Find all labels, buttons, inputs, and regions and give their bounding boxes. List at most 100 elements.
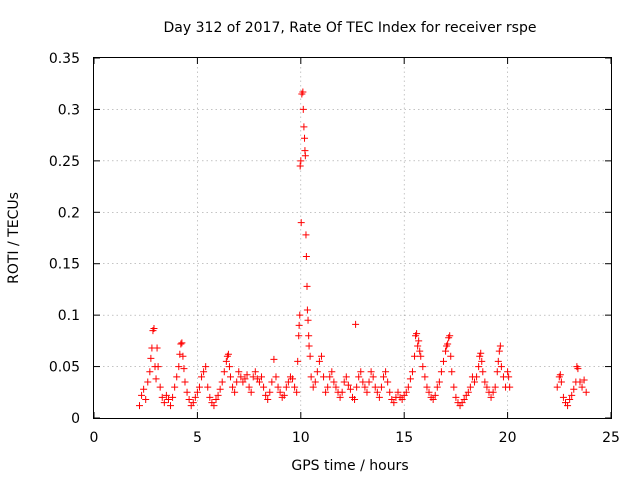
data-point bbox=[497, 363, 505, 371]
data-point bbox=[448, 368, 456, 376]
data-point bbox=[147, 354, 155, 362]
data-point bbox=[373, 388, 381, 396]
y-tick-label: 0.15 bbox=[49, 257, 80, 273]
data-point bbox=[247, 388, 255, 396]
data-point bbox=[332, 383, 340, 391]
data-point bbox=[193, 388, 201, 396]
data-point bbox=[241, 375, 249, 383]
data-point bbox=[200, 368, 208, 376]
data-point bbox=[171, 383, 179, 391]
data-point bbox=[578, 383, 586, 391]
data-point bbox=[330, 378, 338, 386]
data-point bbox=[302, 253, 310, 261]
data-point bbox=[231, 388, 239, 396]
data-point bbox=[179, 352, 187, 360]
x-tick-label: 5 bbox=[193, 430, 202, 446]
data-point bbox=[375, 393, 383, 401]
y-axis-label: ROTI / TECUs bbox=[6, 192, 22, 284]
data-point bbox=[352, 320, 360, 328]
data-point bbox=[212, 395, 220, 403]
data-point bbox=[204, 383, 212, 391]
x-tick-label: 20 bbox=[499, 430, 517, 446]
plot-frame bbox=[93, 57, 612, 419]
data-point bbox=[369, 373, 377, 381]
data-point bbox=[479, 368, 487, 376]
data-point bbox=[357, 368, 365, 376]
data-point bbox=[471, 378, 479, 386]
data-point bbox=[206, 393, 214, 401]
data-point bbox=[216, 385, 224, 393]
chart-title: Day 312 of 2017, Rate Of TEC Index for r… bbox=[164, 20, 537, 36]
data-point bbox=[296, 311, 304, 319]
data-point bbox=[351, 395, 359, 403]
data-point bbox=[491, 383, 499, 391]
data-point bbox=[301, 152, 309, 160]
data-point bbox=[460, 395, 468, 403]
data-point bbox=[504, 368, 512, 376]
data-point bbox=[408, 368, 416, 376]
data-point bbox=[237, 373, 245, 381]
data-point bbox=[160, 399, 168, 407]
data-point bbox=[225, 363, 233, 371]
data-point bbox=[140, 385, 148, 393]
data-point bbox=[146, 368, 154, 376]
data-point bbox=[153, 344, 161, 352]
data-point bbox=[338, 388, 346, 396]
data-point bbox=[210, 402, 218, 410]
data-point bbox=[505, 373, 513, 381]
y-tick-label: 0 bbox=[71, 411, 80, 427]
y-tick-label: 0.1 bbox=[58, 308, 80, 324]
y-tick-label: 0.3 bbox=[58, 102, 80, 118]
data-point bbox=[251, 368, 259, 376]
data-point bbox=[390, 399, 398, 407]
data-point bbox=[568, 391, 576, 399]
data-point bbox=[417, 352, 425, 360]
data-point bbox=[268, 378, 276, 386]
data-point bbox=[293, 388, 301, 396]
y-tick-label: 0.05 bbox=[49, 360, 80, 376]
data-point bbox=[473, 373, 481, 381]
data-point bbox=[255, 378, 263, 386]
data-point bbox=[167, 402, 175, 410]
data-point bbox=[249, 373, 257, 381]
data-point bbox=[452, 393, 460, 401]
data-point bbox=[282, 383, 290, 391]
data-point bbox=[229, 383, 237, 391]
data-point bbox=[384, 378, 392, 386]
grid-lines bbox=[94, 58, 611, 418]
data-point bbox=[346, 385, 354, 393]
data-point bbox=[303, 282, 311, 290]
x-tick-label: 10 bbox=[292, 430, 310, 446]
data-point bbox=[556, 371, 564, 379]
data-point bbox=[224, 350, 232, 358]
data-point bbox=[506, 383, 514, 391]
series-points bbox=[135, 88, 590, 410]
data-point bbox=[553, 383, 561, 391]
data-point bbox=[476, 352, 484, 360]
data-point bbox=[289, 375, 297, 383]
data-point bbox=[195, 383, 203, 391]
data-point bbox=[185, 395, 193, 403]
data-point bbox=[299, 88, 307, 96]
data-point bbox=[580, 376, 588, 384]
data-point bbox=[150, 325, 158, 333]
y-tick-label: 0.25 bbox=[49, 154, 80, 170]
data-point bbox=[437, 368, 445, 376]
data-point bbox=[235, 368, 243, 376]
data-point bbox=[266, 388, 274, 396]
data-point bbox=[154, 363, 162, 371]
data-point bbox=[326, 373, 334, 381]
data-point bbox=[466, 383, 474, 391]
data-point bbox=[311, 378, 319, 386]
data-point bbox=[371, 383, 379, 391]
data-point bbox=[164, 395, 172, 403]
data-point bbox=[162, 391, 170, 399]
data-point bbox=[183, 388, 191, 396]
data-point bbox=[359, 378, 367, 386]
data-point bbox=[313, 368, 321, 376]
data-point bbox=[142, 395, 150, 403]
data-point bbox=[152, 375, 160, 383]
data-point bbox=[303, 306, 311, 314]
data-point bbox=[496, 342, 504, 350]
data-point bbox=[355, 373, 363, 381]
